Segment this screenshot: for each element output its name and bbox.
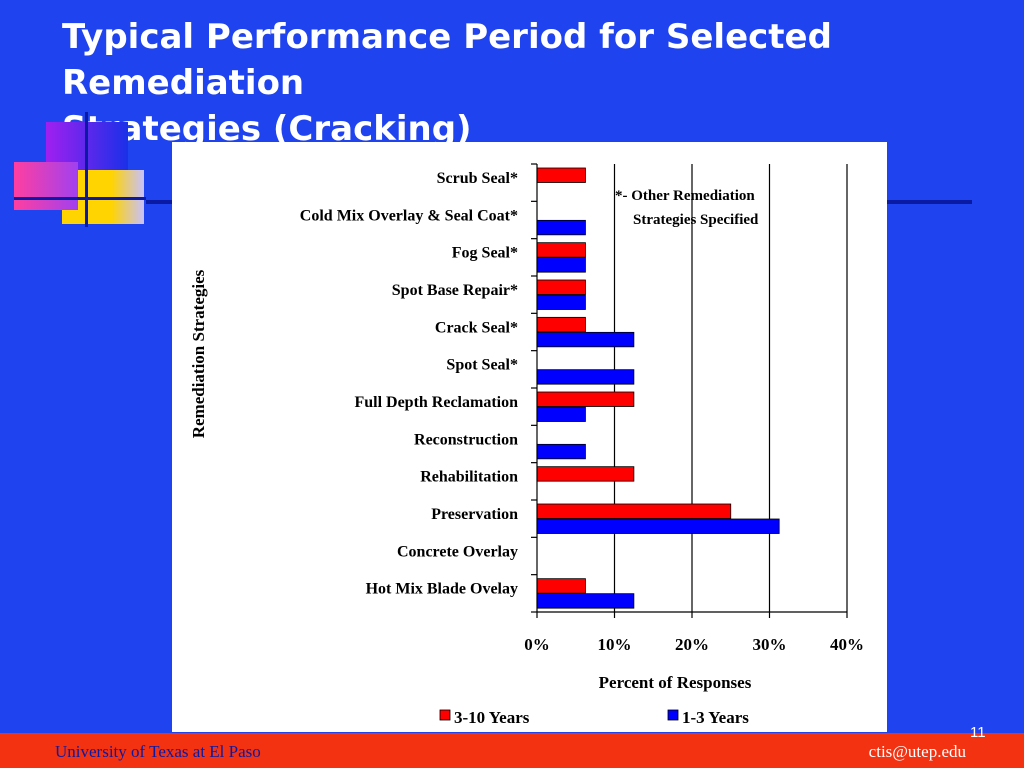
x-tick-label: 40%: [830, 635, 864, 654]
category-label: Fog Seal*: [452, 245, 518, 262]
legend-swatch-3-10: [439, 709, 451, 721]
category-label: Reconstruction: [414, 431, 518, 448]
chart-panel: Scrub Seal* Cold Mix Overlay & Seal Coat*…: [172, 142, 887, 732]
category-labels: Scrub Seal* Cold Mix Overlay & Seal Coat*…: [300, 170, 518, 598]
bar-3-10-years: [536, 279, 586, 295]
slide-title-line1: Typical Performance Period for Selected …: [62, 17, 832, 103]
x-tick-label: 20%: [675, 635, 709, 654]
x-tick-label: 30%: [753, 635, 787, 654]
bar-1-3-years: [536, 406, 586, 422]
legend: 3-10 Years 1-3 Years: [439, 708, 749, 727]
bar-1-3-years: [536, 219, 586, 236]
category-label: Preservation: [431, 506, 518, 523]
legend-swatch-1-3: [667, 709, 679, 721]
category-label: Scrub Seal*: [437, 170, 518, 187]
grid-lines: [613, 164, 848, 612]
bar-chart: Scrub Seal* Cold Mix Overlay & Seal Coat*…: [189, 163, 864, 727]
bar-3-10-years: [536, 242, 586, 258]
category-label: Spot Seal*: [446, 357, 518, 374]
header-rule-right: [887, 200, 972, 204]
x-axis-label: Percent of Responses: [599, 673, 752, 692]
bar-1-3-years: [536, 369, 635, 385]
category-label: Rehabilitation: [420, 469, 518, 486]
note-line2: Strategies Specified: [633, 212, 759, 228]
bar-1-3-years: [536, 593, 635, 609]
x-tick-label: 0%: [524, 635, 550, 654]
footer-bar: University of Texas at El Paso ctis@utep…: [0, 733, 1024, 768]
bar-1-3-years: [536, 257, 586, 273]
footer-email: ctis@utep.edu: [868, 742, 966, 761]
note-line1: *- Other Remediation: [615, 188, 755, 204]
bars: [536, 167, 780, 609]
bar-3-10-years: [536, 316, 586, 333]
bar-3-10-years: [536, 466, 635, 482]
y-axis-label: Remediation Strategies: [189, 269, 208, 438]
bar-3-10-years: [536, 578, 586, 594]
decor-horizontal-line: [14, 197, 146, 200]
category-label: Crack Seal*: [435, 319, 518, 336]
slide-title: Typical Performance Period for Selected …: [62, 14, 1012, 152]
bar-1-3-years: [536, 518, 780, 534]
category-label: Cold Mix Overlay & Seal Coat*: [300, 207, 518, 224]
legend-label-1-3: 1-3 Years: [682, 708, 749, 727]
category-label: Spot Base Repair*: [392, 282, 518, 299]
legend-label-3-10: 3-10 Years: [454, 708, 530, 727]
page-number: 11: [970, 724, 986, 741]
bar-3-10-years: [536, 167, 586, 183]
footer-university: University of Texas at El Paso: [55, 742, 261, 761]
x-tick-label: 10%: [598, 635, 632, 654]
x-axis-ticks: 0% 10% 20% 30% 40%: [524, 163, 864, 654]
bar-3-10-years: [536, 503, 732, 519]
category-label: Full Depth Reclamation: [354, 394, 518, 411]
bar-1-3-years: [536, 443, 586, 460]
decor-vertical-line: [85, 112, 88, 227]
decor-pink-square: [14, 162, 78, 210]
category-label: Hot Mix Blade Ovelay: [366, 581, 518, 598]
bar-1-3-years: [536, 331, 635, 348]
bar-1-3-years: [536, 294, 586, 310]
header-rule-left: [146, 200, 174, 204]
bar-3-10-years: [536, 391, 635, 407]
category-label: Concrete Overlay: [397, 543, 518, 560]
